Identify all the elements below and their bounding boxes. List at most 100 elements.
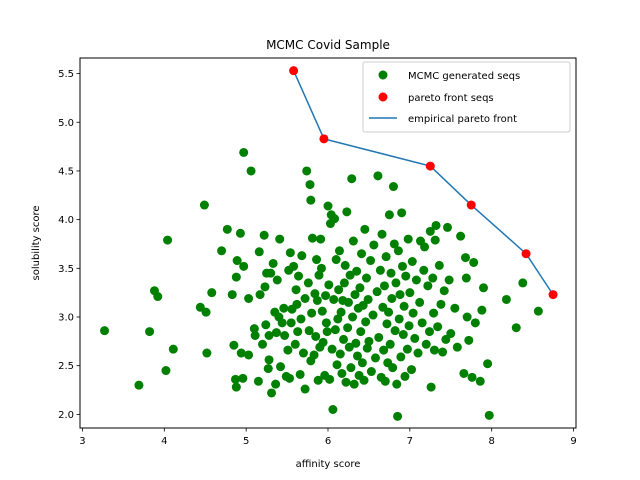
mcmc-point (459, 368, 469, 378)
mcmc-point (267, 388, 277, 398)
mcmc-point (341, 377, 351, 387)
mcmc-point (477, 305, 487, 315)
mcmc-point (249, 324, 259, 334)
mcmc-point (357, 358, 367, 368)
mcmc-point (397, 208, 407, 218)
mcmc-point (329, 294, 339, 304)
mcmc-point (501, 294, 511, 304)
mcmc-point (359, 375, 369, 385)
mcmc-point (239, 261, 249, 271)
mcmc-point (238, 373, 248, 383)
pareto-point (425, 161, 435, 171)
mcmc-point (331, 255, 341, 265)
mcmc-point (322, 327, 332, 337)
mcmc-point (385, 339, 395, 349)
mcmc-point (339, 278, 349, 288)
mcmc-point (263, 364, 273, 374)
mcmc-point (229, 340, 239, 350)
mcmc-point (352, 266, 362, 276)
mcmc-point (442, 222, 452, 232)
mcmc-point (231, 272, 241, 282)
mcmc-point (407, 257, 417, 266)
mcmc-point (452, 342, 462, 352)
mcmc-point (309, 350, 319, 360)
mcmc-point (415, 297, 425, 307)
mcmc-point (396, 352, 406, 362)
mcmc-point (433, 322, 443, 332)
mcmc-point (379, 281, 389, 291)
mcmc-point (417, 318, 427, 328)
mcmc-point (300, 294, 310, 303)
mcmc-point (438, 347, 448, 357)
mcmc-point (312, 255, 322, 265)
y-tick-label: 2.5 (58, 361, 74, 372)
mcmc-point (401, 271, 411, 281)
mcmc-point (323, 201, 333, 211)
mcmc-point (361, 317, 371, 327)
mcmc-point (467, 372, 477, 382)
mcmc-point (533, 306, 543, 316)
legend-marker-mcmc (378, 70, 388, 80)
mcmc-point (356, 327, 366, 337)
mcmc-point (475, 376, 485, 386)
mcmc-point (386, 268, 396, 278)
pareto-point (548, 290, 558, 300)
mcmc-point (398, 330, 408, 340)
mcmc-point (366, 367, 376, 377)
mcmc-point (222, 224, 232, 234)
mcmc-point (231, 374, 241, 384)
mcmc-point (292, 299, 302, 309)
mcmc-point (350, 290, 360, 300)
mcmc-point (286, 318, 296, 328)
mcmc-point (382, 319, 392, 329)
mcmc-point (368, 310, 378, 320)
mcmc-point (260, 282, 270, 292)
mcmc-point (374, 332, 384, 342)
mcmc-point (300, 384, 310, 394)
mcmc-point (272, 275, 282, 285)
mcmc-point (450, 303, 460, 313)
y-tick-label: 2.0 (58, 410, 74, 421)
mcmc-point (250, 331, 260, 340)
mcmc-point (316, 234, 326, 244)
mcmc-point (430, 235, 440, 245)
mcmc-point (336, 307, 346, 317)
mcmc-point (317, 306, 327, 316)
y-tick-label: 3.0 (58, 313, 74, 324)
mcmc-point (217, 246, 227, 256)
mcmc-point (324, 280, 334, 290)
mcmc-point (289, 261, 299, 271)
mcmc-point (268, 258, 278, 268)
mcmc-point (291, 285, 301, 295)
mcmc-point (377, 229, 387, 239)
mcmc-point (400, 371, 410, 381)
x-tick-label: 6 (325, 436, 331, 447)
mcmc-point (470, 318, 480, 328)
mcmc-point (259, 230, 269, 240)
mcmc-point (518, 278, 528, 288)
mcmc-point (431, 220, 441, 230)
mcmc-point (261, 320, 271, 330)
mcmc-point (134, 380, 144, 390)
mcmc-point (297, 251, 307, 261)
pareto-point (289, 66, 299, 76)
mcmc-point (511, 323, 521, 333)
mcmc-point (334, 246, 344, 256)
mcmc-point (342, 207, 352, 217)
chart-title: MCMC Covid Sample (266, 38, 390, 52)
mcmc-point (321, 318, 331, 328)
mcmc-point (362, 343, 372, 353)
mcmc-point (347, 174, 357, 184)
mcmc-point (352, 351, 362, 361)
mcmc-point (298, 348, 308, 358)
axis-ticks: 3 4 5 6 7 8 9 2.0 2.5 3.0 3.5 4.0 4.5 5.0 5.5 (58, 69, 577, 447)
mcmc-point (456, 231, 466, 241)
mcmc-point (328, 405, 338, 414)
mcmc-point (163, 235, 173, 245)
mcmc-point (411, 275, 421, 285)
mcmc-point (334, 285, 344, 295)
legend-label-pareto-front: empirical pareto front (408, 114, 517, 125)
mcmc-point (313, 375, 323, 385)
mcmc-point (355, 283, 365, 293)
mcmc-point (231, 382, 241, 392)
